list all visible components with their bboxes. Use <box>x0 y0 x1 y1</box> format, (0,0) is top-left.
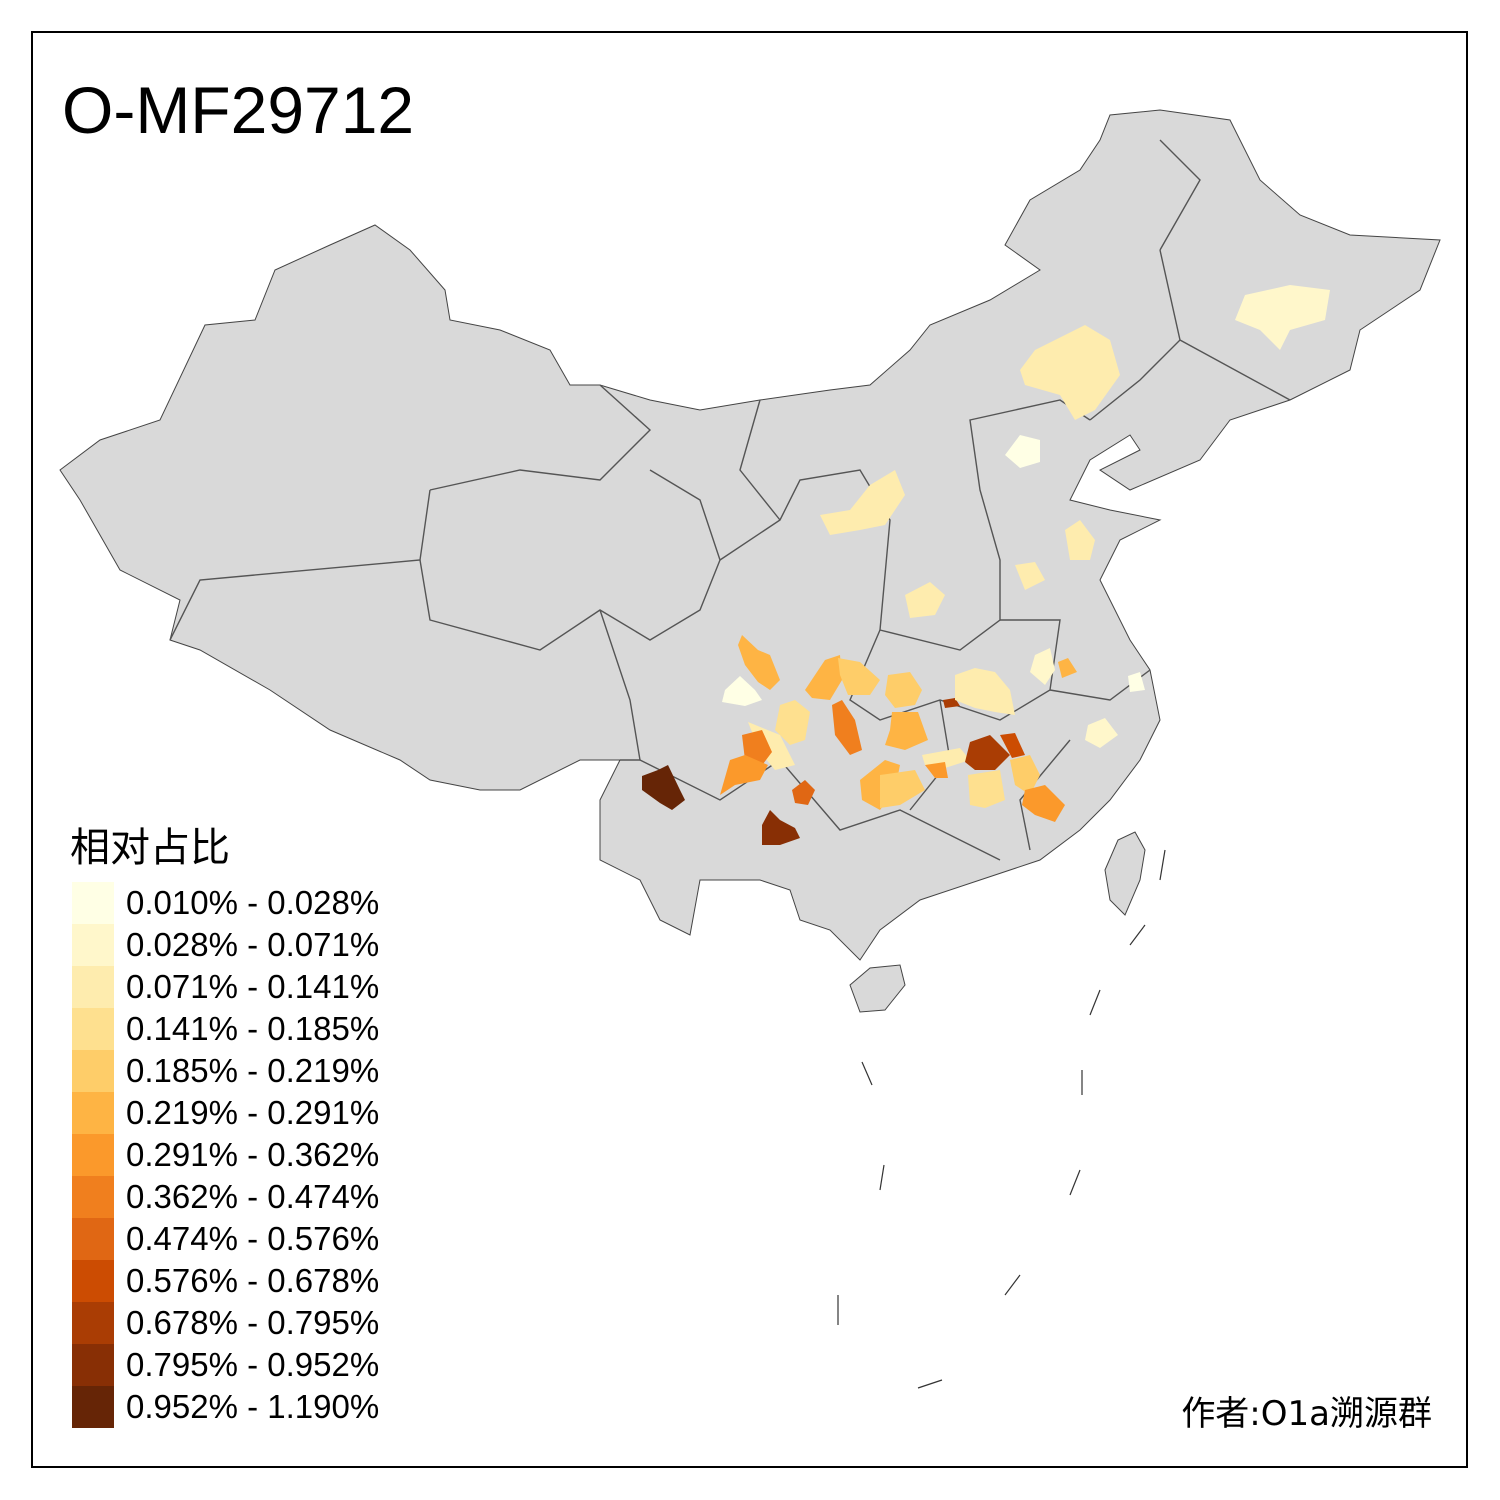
legend-label: 0.291% - 0.362% <box>126 1136 380 1173</box>
legend-swatch <box>72 924 114 966</box>
legend-swatch <box>72 1302 114 1344</box>
region <box>805 655 842 700</box>
legend-swatch <box>72 1134 114 1176</box>
region <box>885 672 922 708</box>
region <box>722 676 762 706</box>
region <box>965 735 1010 770</box>
region <box>820 470 905 535</box>
legend-swatch <box>72 1218 114 1260</box>
region <box>775 700 810 745</box>
region <box>1010 755 1040 795</box>
south-china-sea-islands <box>837 849 1166 1389</box>
legend-item: 0.219% - 0.291% <box>72 1092 379 1134</box>
legend-item: 0.010% - 0.028% <box>72 882 379 924</box>
plot-frame <box>31 31 1468 1468</box>
legend-item: 0.576% - 0.678% <box>72 1260 379 1302</box>
region <box>1000 733 1025 758</box>
legend-swatch <box>72 1008 114 1050</box>
region <box>720 755 768 795</box>
legend-swatch <box>72 1050 114 1092</box>
taiwan <box>1104 831 1146 916</box>
legend-label: 0.576% - 0.678% <box>126 1262 380 1299</box>
legend-item: 0.952% - 1.190% <box>72 1386 379 1428</box>
region <box>885 712 928 750</box>
legend-label: 0.028% - 0.071% <box>126 926 380 963</box>
legend-title: 相对占比 <box>70 825 230 871</box>
legend-label: 0.678% - 0.795% <box>126 1304 380 1341</box>
legend-swatch <box>72 882 114 924</box>
region <box>738 635 780 690</box>
region <box>762 810 800 845</box>
region <box>1030 648 1055 685</box>
legend-item: 0.028% - 0.071% <box>72 924 379 966</box>
author-credit: 作者:O1a溯源群 <box>1181 1394 1432 1434</box>
legend-label: 0.185% - 0.219% <box>126 1052 380 1089</box>
region <box>922 748 970 768</box>
legend-swatch <box>72 1344 114 1386</box>
legend-swatch <box>72 1386 114 1428</box>
region <box>1015 562 1045 590</box>
legend-label: 0.219% - 0.291% <box>126 1094 380 1131</box>
region <box>1085 718 1118 748</box>
region <box>1022 785 1065 822</box>
legend-item: 0.291% - 0.362% <box>72 1134 379 1176</box>
legend-swatch <box>72 1260 114 1302</box>
region <box>642 765 685 810</box>
region <box>1058 658 1077 678</box>
legend-item: 0.795% - 0.952% <box>72 1344 379 1386</box>
legend-item: 0.141% - 0.185% <box>72 1008 379 1050</box>
legend-label: 0.141% - 0.185% <box>126 1010 380 1047</box>
region <box>905 582 945 618</box>
region <box>925 762 948 778</box>
region <box>838 658 880 695</box>
region <box>968 770 1005 808</box>
region <box>1065 520 1095 560</box>
region <box>832 700 862 755</box>
region <box>1005 435 1040 468</box>
highlighted-regions <box>642 285 1330 845</box>
legend-label: 0.362% - 0.474% <box>126 1178 380 1215</box>
legend-swatch <box>72 966 114 1008</box>
legend-swatch <box>72 1176 114 1218</box>
legend-item: 0.362% - 0.474% <box>72 1176 379 1218</box>
legend-label: 0.474% - 0.576% <box>126 1220 380 1257</box>
map-title: O-MF29712 <box>62 73 415 147</box>
legend-item: 0.474% - 0.576% <box>72 1218 379 1260</box>
legend-label: 0.952% - 1.190% <box>126 1388 380 1425</box>
legend-label: 0.795% - 0.952% <box>126 1346 380 1383</box>
hainan <box>849 964 906 1013</box>
region <box>955 668 1015 715</box>
region <box>1020 325 1120 420</box>
region <box>1128 672 1145 692</box>
legend-label: 0.071% - 0.141% <box>126 968 380 1005</box>
legend-label: 0.010% - 0.028% <box>126 884 380 921</box>
region <box>792 780 815 805</box>
legend-swatch <box>72 1092 114 1134</box>
legend-item: 0.071% - 0.141% <box>72 966 379 1008</box>
region <box>880 770 925 808</box>
legend: 0.010% - 0.028% 0.028% - 0.071% 0.071% - 0… <box>72 882 379 1428</box>
region <box>943 698 960 708</box>
china-mainland <box>59 109 1441 961</box>
legend-item: 0.185% - 0.219% <box>72 1050 379 1092</box>
legend-item: 0.678% - 0.795% <box>72 1302 379 1344</box>
region <box>1235 285 1330 350</box>
